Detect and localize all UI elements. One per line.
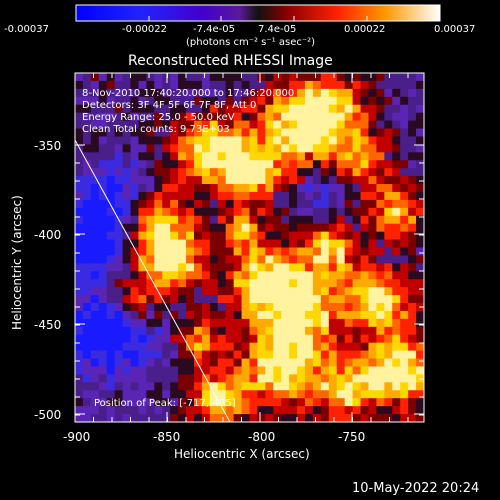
peak-position-label: Position of Peak: [-717,-485] [94,398,236,409]
axis-ticks [74,73,424,422]
plot-frame [74,72,425,423]
footer-date: 10-May-2022 20:24 [352,481,480,496]
colorbar-tick-label: 0.00022 [344,24,386,35]
colorbar-tick-label: 7.4e-05 [258,24,297,35]
y-tick-label: -400 [34,228,62,242]
colorbar-ticks [75,16,441,21]
colorbar-tick-label: -7.4e-05 [193,24,235,35]
y-tick-label: -500 [34,408,62,422]
colorbar-tick-label: -0.00037 [4,24,49,35]
x-tick-label: -750 [338,430,366,444]
colorbar-tick-label: -0.00022 [122,24,167,35]
colorbar [76,5,440,21]
colorbar-unit-label: (photons cm⁻² s⁻¹ asec⁻²) [186,37,316,48]
colorbar-frame [75,4,441,22]
rhessi-image [75,73,424,422]
x-axis-title: Heliocentric X (arcsec) [174,447,310,461]
y-tick-label: -350 [34,139,62,153]
y-axis-title: Heliocentric Y (arcsec) [10,195,24,330]
chart-title: Reconstructed RHESSI Image [128,53,333,69]
y-tick-label: -450 [34,318,62,332]
info-line-clean: Clean Total counts: 9.73E+03 [82,124,230,135]
info-line-energy: Energy Range: 25.0 - 50.0 keV [82,112,235,123]
x-tick-label: -850 [153,430,181,444]
colorbar-tick-label: 0.00037 [434,24,476,35]
info-line-detectors: Detectors: 3F 4F 5F 6F 7F 8F, Att 0 [82,100,257,111]
x-tick-label: -900 [63,430,91,444]
x-tick-label: -800 [248,430,276,444]
limb-line [75,139,231,422]
info-line-time: 8-Nov-2010 17:40:20.000 to 17:46:20.000 [82,88,295,99]
